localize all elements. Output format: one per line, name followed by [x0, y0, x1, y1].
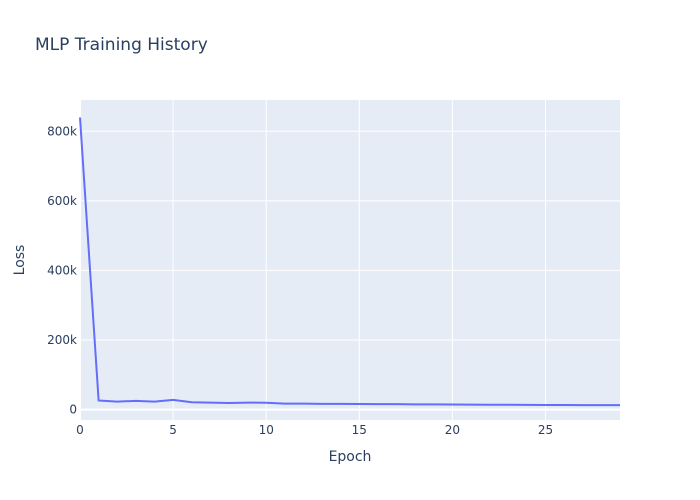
x-tick-label: 25	[538, 423, 553, 437]
x-axis-ticks: 0 5 10 15 20 25	[76, 423, 553, 437]
y-tick-label: 200k	[47, 333, 77, 347]
x-tick-label: 20	[445, 423, 460, 437]
y-axis-title: Loss	[12, 245, 28, 276]
x-tick-label: 5	[169, 423, 177, 437]
y-tick-label: 600k	[47, 194, 77, 208]
x-axis-title: Epoch	[329, 449, 372, 465]
y-tick-label: 0	[69, 403, 77, 417]
grid-lines	[79, 100, 620, 420]
chart-title: MLP Training History	[35, 35, 208, 55]
x-tick-label: 0	[76, 423, 84, 437]
x-tick-label: 15	[352, 423, 367, 437]
loss-line	[79, 117, 621, 407]
y-tick-label: 400k	[47, 263, 77, 277]
series-layer	[79, 117, 621, 407]
y-tick-label: 800k	[47, 124, 77, 138]
y-axis-ticks: 0 200k 400k 600k 800k	[47, 124, 77, 416]
plot-area	[80, 100, 620, 420]
x-tick-label: 10	[259, 423, 274, 437]
